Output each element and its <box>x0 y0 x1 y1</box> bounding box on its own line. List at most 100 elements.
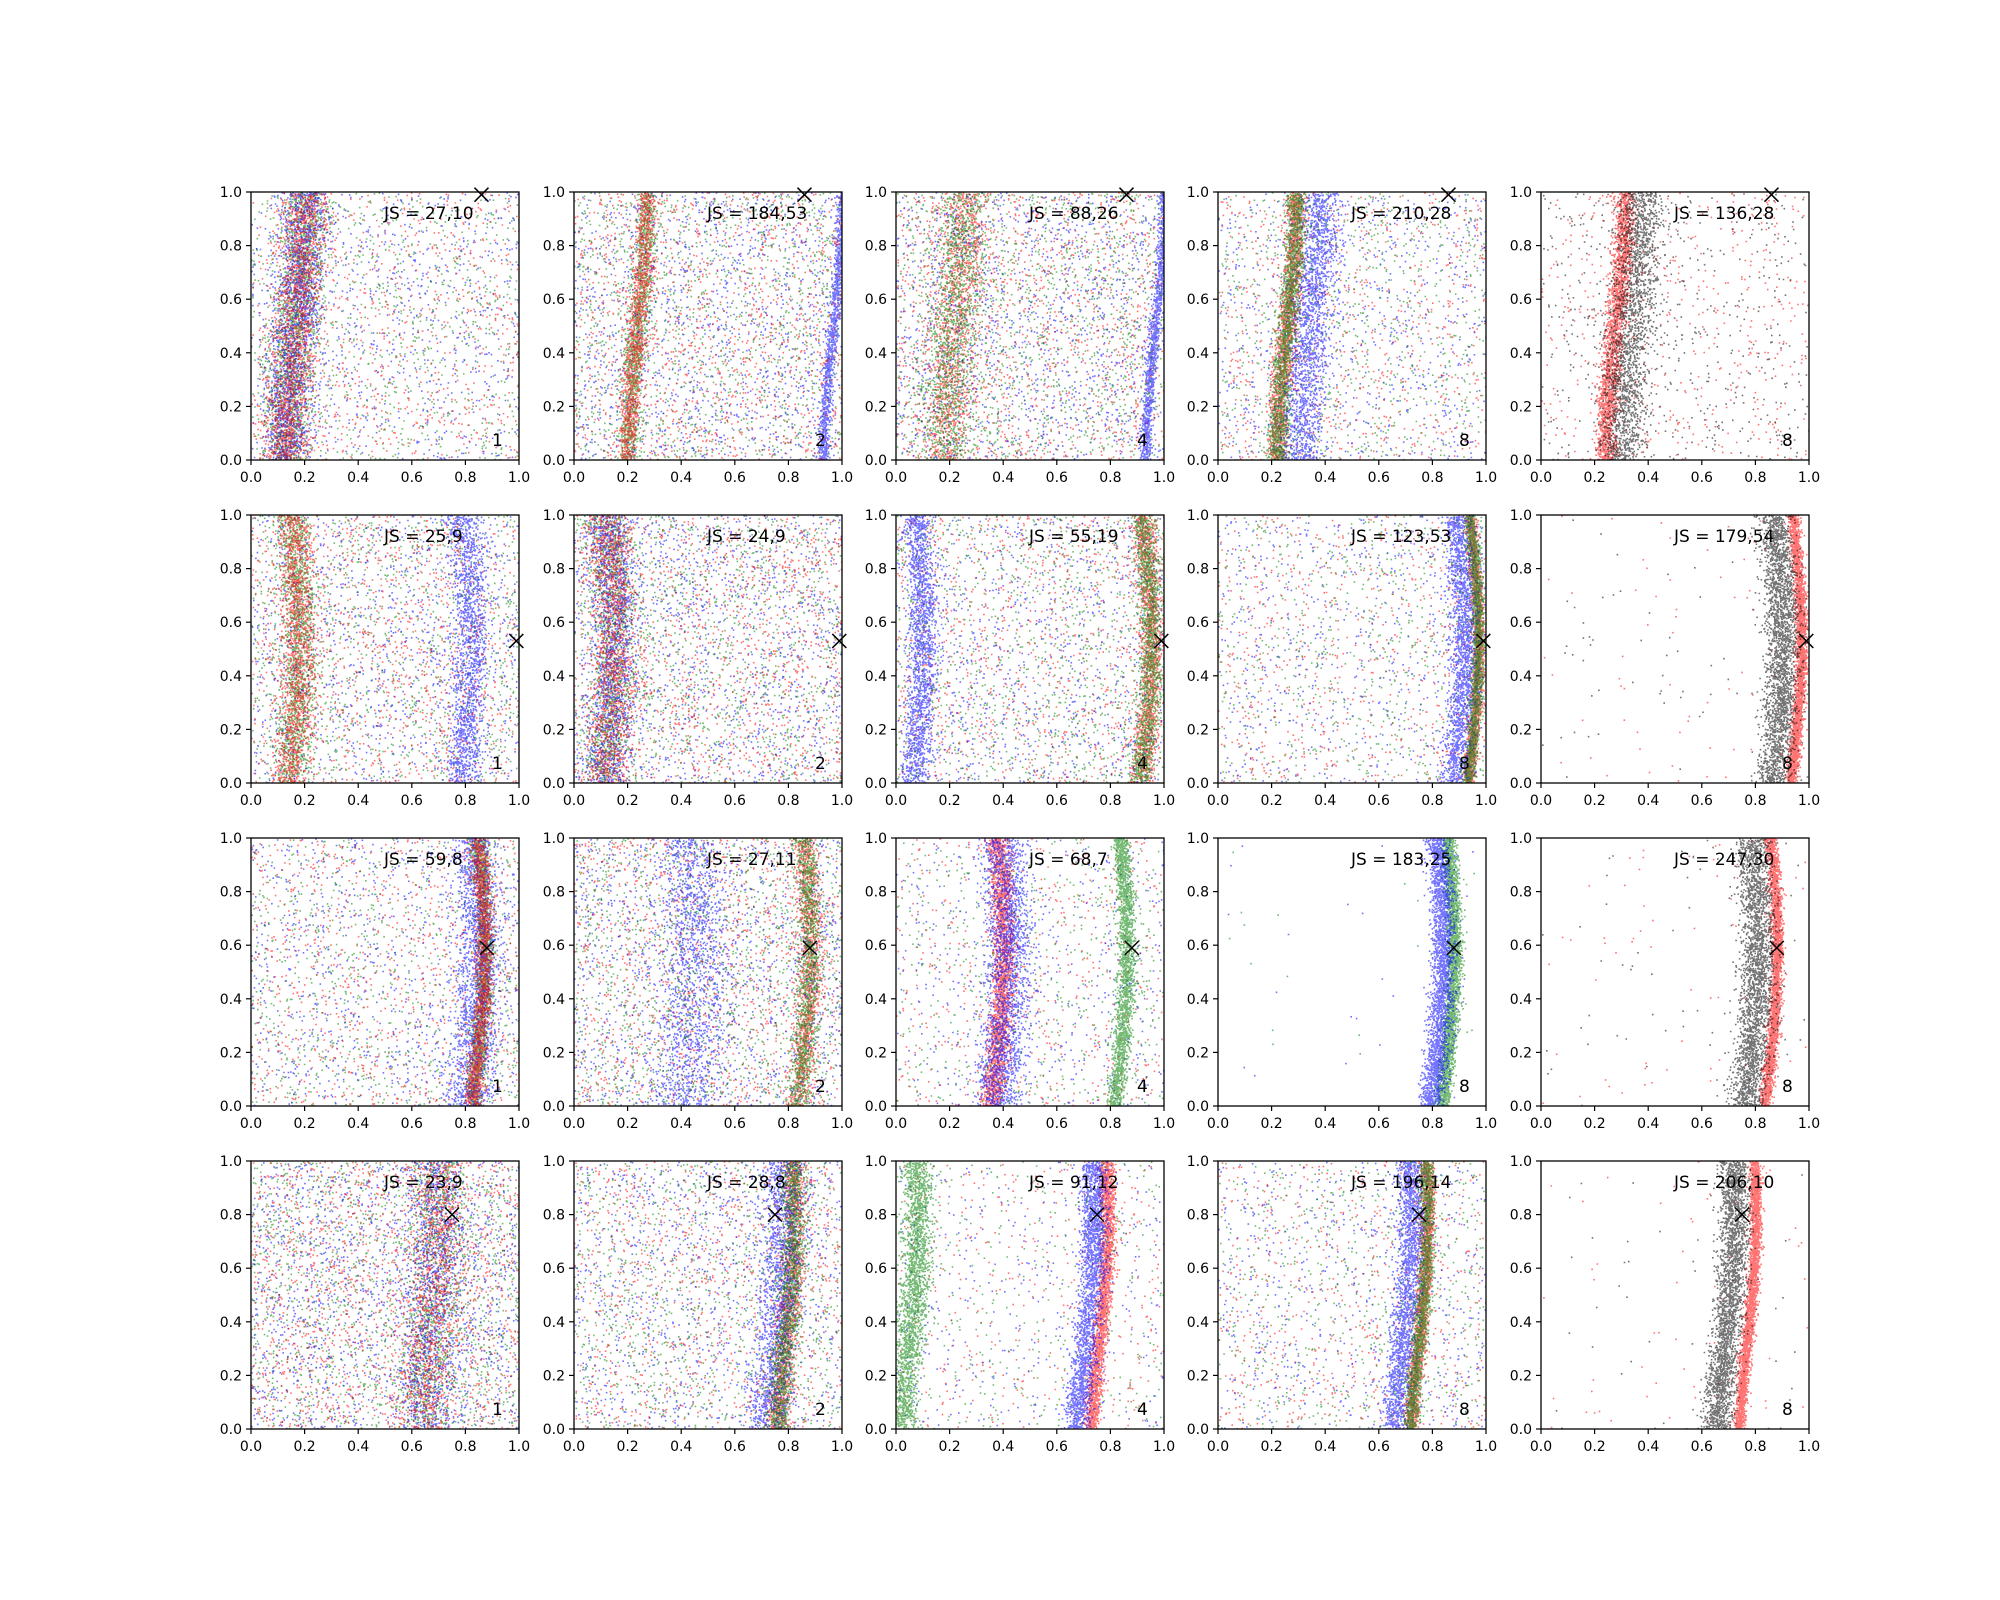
y-tick-label: 0.8 <box>543 562 565 578</box>
x-tick-label: 1.0 <box>831 470 853 486</box>
y-tick-label: 0.6 <box>1187 292 1209 308</box>
x-tick-label: 0.6 <box>401 793 423 809</box>
y-tick-label: 0.2 <box>865 1368 887 1384</box>
y-tick-label: 0.0 <box>543 1422 565 1438</box>
k-label: 8 <box>1782 1077 1793 1097</box>
x-tick-label: 0.6 <box>1368 1439 1390 1455</box>
js-label: JS = 210,28 <box>1350 204 1451 224</box>
x-tick-label: 0.6 <box>724 793 746 809</box>
y-tick-label: 0.4 <box>865 992 887 1008</box>
y-tick-label: 0.0 <box>1510 1422 1532 1438</box>
x-tick-label: 0.2 <box>616 793 638 809</box>
x-tick-label: 0.4 <box>1637 1439 1659 1455</box>
y-tick-label: 1.0 <box>865 185 887 201</box>
y-tick-label: 0.4 <box>220 669 242 685</box>
y-tick-label: 0.6 <box>543 938 565 954</box>
y-tick-label: 0.0 <box>865 776 887 792</box>
x-tick-label: 0.8 <box>1099 793 1121 809</box>
x-tick-label: 0.8 <box>454 793 476 809</box>
x-tick-label: 1.0 <box>1153 1116 1175 1132</box>
x-tick-label: 0.4 <box>670 1116 692 1132</box>
js-label: JS = 206,10 <box>1673 1173 1774 1193</box>
x-tick-label: 0.6 <box>1691 1439 1713 1455</box>
x-tick-label: 1.0 <box>508 1439 530 1455</box>
k-label: 4 <box>1137 754 1148 774</box>
y-tick-label: 0.0 <box>1187 1422 1209 1438</box>
x-tick-label: 0.2 <box>938 1116 960 1132</box>
js-label: JS = 88,26 <box>1028 204 1119 224</box>
k-label: 1 <box>492 431 503 451</box>
x-tick-label: 0.2 <box>293 793 315 809</box>
x-tick-label: 0.8 <box>1744 470 1766 486</box>
y-tick-label: 0.4 <box>543 669 565 685</box>
x-tick-label: 0.8 <box>1744 793 1766 809</box>
x-tick-label: 0.4 <box>670 1439 692 1455</box>
x-tick-label: 1.0 <box>1153 1439 1175 1455</box>
x-tick-label: 0.0 <box>240 1439 262 1455</box>
x-tick-label: 0.8 <box>1744 1439 1766 1455</box>
js-label: JS = 28,8 <box>706 1173 786 1193</box>
js-label: JS = 196,14 <box>1350 1173 1451 1193</box>
y-tick-label: 0.6 <box>1510 615 1532 631</box>
x-tick-label: 0.6 <box>401 470 423 486</box>
y-tick-label: 0.4 <box>865 346 887 362</box>
k-label: 2 <box>815 431 826 451</box>
x-tick-label: 1.0 <box>1153 470 1175 486</box>
x-tick-label: 0.6 <box>1368 793 1390 809</box>
x-tick-label: 0.6 <box>1046 1116 1068 1132</box>
y-tick-label: 0.0 <box>1187 453 1209 469</box>
y-tick-label: 0.0 <box>220 453 242 469</box>
x-tick-label: 0.2 <box>1583 1116 1605 1132</box>
y-tick-label: 0.4 <box>1187 1315 1209 1331</box>
js-label: JS = 179,54 <box>1673 527 1774 547</box>
y-tick-label: 0.8 <box>865 562 887 578</box>
x-tick-label: 0.8 <box>777 793 799 809</box>
x-tick-label: 0.0 <box>563 1116 585 1132</box>
k-label: 2 <box>815 1077 826 1097</box>
x-tick-label: 1.0 <box>1475 470 1497 486</box>
x-tick-label: 1.0 <box>1475 1116 1497 1132</box>
js-label: JS = 27,10 <box>383 204 474 224</box>
x-tick-label: 0.6 <box>1691 793 1713 809</box>
y-tick-label: 0.6 <box>220 292 242 308</box>
y-tick-label: 1.0 <box>1187 831 1209 847</box>
x-tick-label: 1.0 <box>1798 470 1820 486</box>
y-tick-label: 0.0 <box>543 1099 565 1115</box>
x-tick-label: 0.8 <box>454 1439 476 1455</box>
x-tick-label: 0.6 <box>1046 470 1068 486</box>
js-label: JS = 25,9 <box>383 527 463 547</box>
x-tick-label: 0.8 <box>1421 793 1443 809</box>
y-tick-label: 0.6 <box>543 615 565 631</box>
js-label: JS = 59,8 <box>383 850 463 870</box>
x-tick-label: 0.4 <box>1314 1116 1336 1132</box>
y-tick-label: 0.0 <box>865 1422 887 1438</box>
y-tick-label: 0.0 <box>865 453 887 469</box>
x-tick-label: 0.6 <box>401 1116 423 1132</box>
x-tick-label: 0.8 <box>1421 1439 1443 1455</box>
x-tick-label: 0.0 <box>240 470 262 486</box>
x-tick-label: 0.4 <box>1314 1439 1336 1455</box>
js-label: JS = 184,53 <box>706 204 807 224</box>
k-label: 8 <box>1459 754 1470 774</box>
x-tick-label: 0.4 <box>347 793 369 809</box>
y-tick-label: 0.4 <box>220 1315 242 1331</box>
x-tick-label: 0.2 <box>293 1116 315 1132</box>
js-label: JS = 136,28 <box>1673 204 1774 224</box>
y-tick-label: 1.0 <box>543 1154 565 1170</box>
y-tick-label: 0.2 <box>1510 722 1532 738</box>
x-tick-label: 0.0 <box>885 1439 907 1455</box>
x-tick-label: 0.4 <box>992 1116 1014 1132</box>
js-label: JS = 27,11 <box>706 850 797 870</box>
y-tick-label: 0.6 <box>865 615 887 631</box>
x-tick-label: 0.4 <box>1637 793 1659 809</box>
y-tick-label: 0.2 <box>865 399 887 415</box>
y-tick-label: 0.6 <box>865 292 887 308</box>
y-tick-label: 0.6 <box>1510 292 1532 308</box>
y-tick-label: 0.8 <box>1187 562 1209 578</box>
k-label: 8 <box>1782 1400 1793 1420</box>
x-tick-label: 0.4 <box>1314 470 1336 486</box>
x-tick-label: 0.0 <box>1207 793 1229 809</box>
x-tick-label: 0.2 <box>938 1439 960 1455</box>
y-tick-label: 0.0 <box>220 776 242 792</box>
y-tick-label: 0.2 <box>220 1045 242 1061</box>
